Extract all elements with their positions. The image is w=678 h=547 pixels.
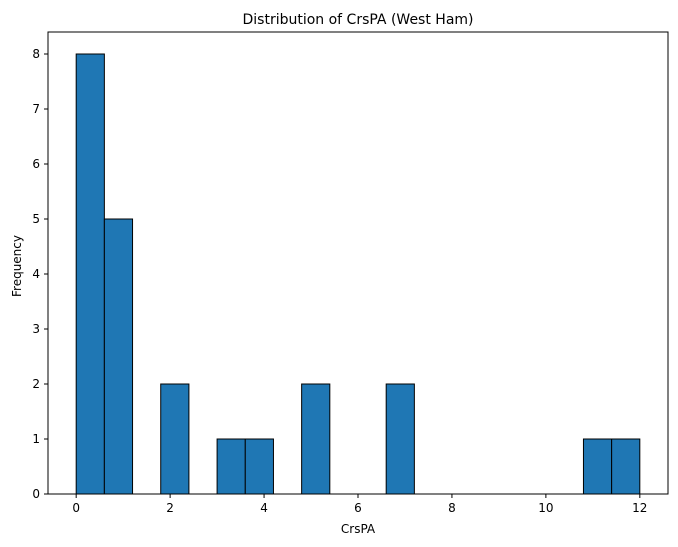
y-tick-label: 7: [32, 102, 40, 116]
y-tick-label: 0: [32, 487, 40, 501]
histogram-bar: [582, 438, 613, 495]
y-tick-label: 4: [32, 267, 40, 281]
x-tick-label: 10: [538, 501, 553, 515]
y-tick-label: 1: [32, 432, 40, 446]
x-tick-label: 4: [260, 501, 268, 515]
histogram-bar: [103, 218, 134, 495]
histogram-bar: [244, 438, 274, 495]
x-tick-label: 8: [448, 501, 456, 515]
x-tick-label: 0: [72, 501, 80, 515]
x-tick-label: 2: [166, 501, 174, 515]
histogram-bar: [75, 53, 105, 495]
x-axis-ticks: 0 2 4 6 8 10 12: [72, 494, 647, 515]
x-tick-label: 6: [354, 501, 362, 515]
y-tick-label: 3: [32, 322, 40, 336]
plot-frame: [47, 31, 669, 495]
histogram-bar: [385, 383, 415, 495]
x-tick-label: 12: [632, 501, 647, 515]
y-tick-label: 2: [32, 377, 40, 391]
histogram-bar: [301, 383, 331, 495]
y-tick-label: 6: [32, 157, 40, 171]
histogram-bar: [160, 383, 190, 495]
histogram-bar: [611, 438, 641, 495]
y-tick-label: 5: [32, 212, 40, 226]
chart-title: Distribution of CrsPA (West Ham): [242, 12, 473, 28]
y-axis-label: Frequency: [10, 235, 24, 297]
y-axis-ticks: 0 1 2 3 4 5 6 7 8: [32, 47, 48, 501]
histogram-bar: [216, 438, 246, 495]
y-tick-label: 8: [32, 47, 40, 61]
x-axis-label: CrsPA: [341, 522, 376, 536]
bars-group: [75, 53, 641, 495]
